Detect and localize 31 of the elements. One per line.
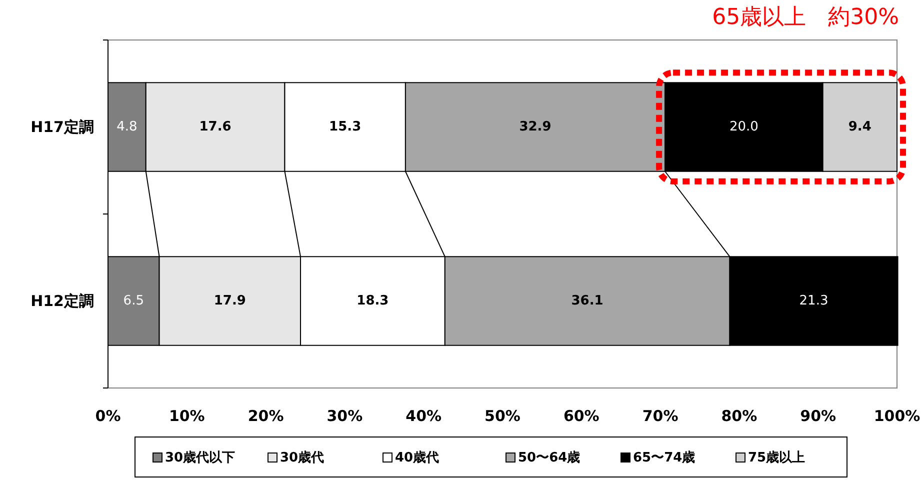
x-tick-label: 80% bbox=[721, 407, 758, 425]
x-tick-label: 70% bbox=[642, 407, 678, 425]
legend-label: 65〜74歳 bbox=[633, 450, 696, 466]
x-tick-label: 100% bbox=[874, 407, 920, 425]
x-tick-label: 60% bbox=[563, 407, 600, 425]
text: 65歳以上 約30% bbox=[712, 5, 899, 30]
legend-label: 40歳代 bbox=[395, 450, 440, 466]
y-tick-label: H12定調 bbox=[30, 292, 94, 310]
data-label: 18.3 bbox=[356, 294, 389, 308]
x-tick-label: 0% bbox=[95, 407, 121, 425]
data-label: 4.8 bbox=[116, 120, 138, 134]
legend-label: 75歳以上 bbox=[748, 450, 806, 466]
data-label: 21.3 bbox=[799, 294, 828, 308]
x-tick-label: 10% bbox=[168, 407, 205, 425]
data-label: 17.9 bbox=[214, 294, 246, 308]
legend-label: 50〜64歳 bbox=[518, 450, 580, 466]
x-tick-label: 20% bbox=[248, 407, 284, 425]
data-label: 36.1 bbox=[571, 294, 604, 308]
data-label: 20.0 bbox=[729, 120, 758, 134]
data-label: 6.5 bbox=[123, 294, 144, 308]
x-tick-label: 90% bbox=[800, 407, 836, 425]
x-tick-label: 30% bbox=[326, 407, 363, 425]
x-tick-label: 50% bbox=[484, 407, 520, 425]
data-label: 15.3 bbox=[329, 120, 362, 134]
data-label: 9.4 bbox=[848, 120, 872, 134]
x-tick-label: 40% bbox=[406, 407, 442, 425]
data-label: 17.6 bbox=[199, 120, 232, 134]
legend-label: 30歳代 bbox=[280, 450, 324, 466]
y-tick-label: H17定調 bbox=[30, 118, 94, 136]
data-label: 32.9 bbox=[519, 120, 552, 134]
legend-label: 30歳代以下 bbox=[165, 450, 236, 466]
